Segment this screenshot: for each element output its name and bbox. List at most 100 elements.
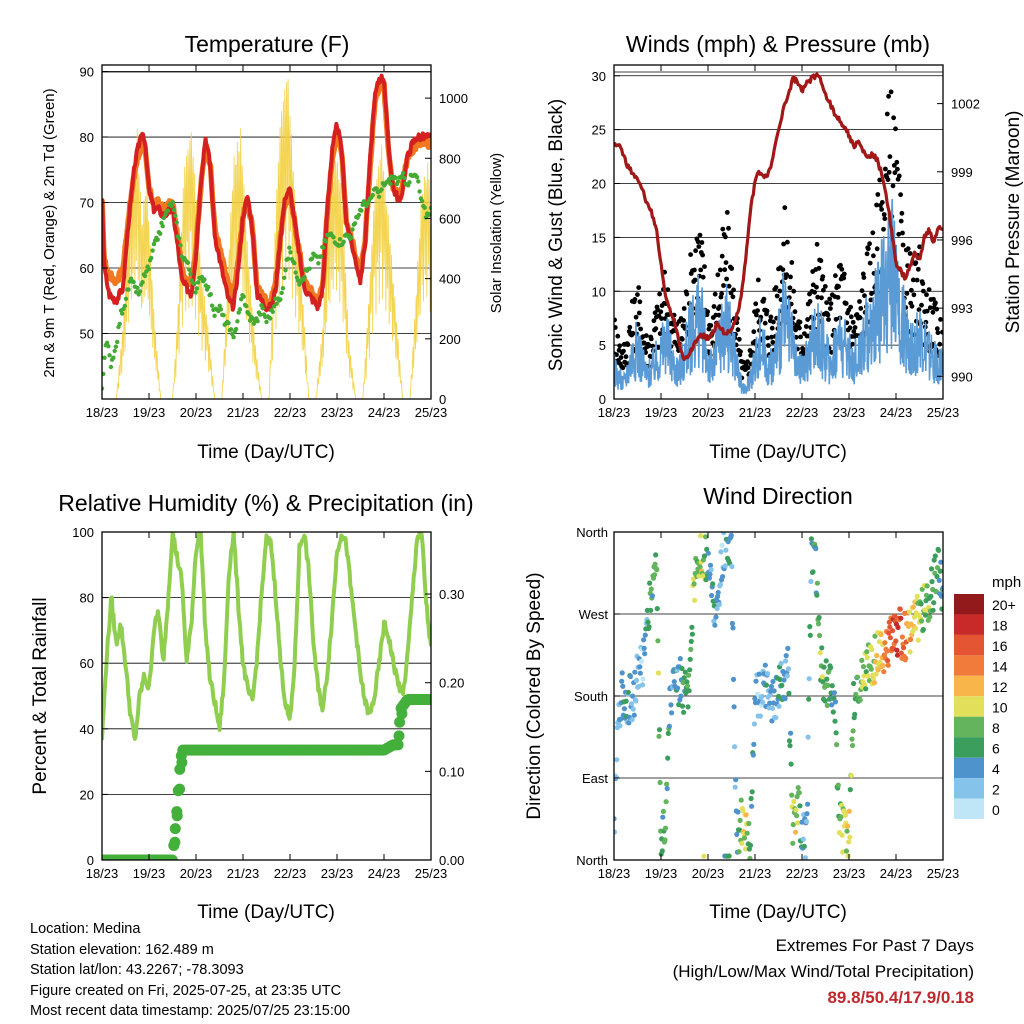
direction-point: [922, 612, 929, 618]
gust-point: [824, 300, 829, 305]
dewpoint-point: [414, 175, 420, 180]
dewpoint-point: [192, 281, 197, 286]
gust-point: [745, 359, 750, 364]
y-tick-label: 60: [80, 656, 94, 671]
direction-point: [730, 676, 737, 683]
dewpoint-point: [255, 318, 260, 324]
humidity-right-ticks: 0.00 0.10 0.20 0.30: [425, 587, 464, 868]
humidity-ylabel: Percent & Total Rainfall: [30, 597, 51, 794]
x-tick-label: 21/23: [739, 405, 772, 420]
direction-point: [873, 671, 879, 677]
direction-point: [687, 667, 693, 673]
dewpoint-point: [231, 335, 236, 340]
direction-point: [824, 702, 830, 709]
gust-point: [717, 267, 723, 273]
direction-point: [681, 709, 687, 715]
direction-point: [677, 656, 683, 662]
direction-point: [908, 636, 914, 643]
y-tick-label: West: [579, 607, 609, 622]
gust-point: [900, 230, 905, 236]
direction-point: [783, 658, 789, 664]
direction-point: [862, 682, 868, 688]
dewpoint-point: [161, 215, 167, 221]
dewpoint-point: [419, 198, 425, 204]
gust-point: [874, 246, 880, 252]
direction-point: [924, 583, 930, 589]
precip-point: [176, 757, 188, 768]
dewpoint-point: [151, 241, 157, 247]
direction-point: [938, 559, 943, 565]
gust-point: [722, 267, 728, 273]
colorbar-label: 8: [992, 720, 1000, 736]
gust-point: [826, 317, 831, 322]
colorbar-swatch: [954, 778, 984, 799]
humidity-line: [102, 532, 431, 741]
gust-point: [827, 296, 833, 302]
gust-point: [762, 320, 768, 326]
direction-point: [664, 785, 670, 792]
direction-point: [903, 655, 909, 661]
direction-point: [662, 837, 668, 843]
dewpoint-point: [331, 235, 336, 240]
direction-point: [632, 669, 638, 675]
dewpoint-point: [316, 261, 321, 266]
direction-point: [645, 619, 651, 625]
dewpoint-point: [416, 179, 421, 184]
gust-point: [777, 288, 783, 294]
direction-point: [796, 790, 802, 796]
gust-point: [825, 312, 831, 318]
x-tick-label: 25/23: [415, 405, 448, 420]
y-tick-label: 80: [80, 130, 94, 145]
gust-point: [900, 242, 906, 248]
direction-point: [681, 675, 687, 681]
direction-point: [817, 650, 823, 656]
winds-ylabel: Sonic Wind & Gust (Blue, Black): [546, 99, 567, 371]
gust-point: [768, 314, 774, 320]
gust-point: [867, 241, 872, 247]
direction-point: [849, 736, 855, 742]
direction-point: [869, 646, 875, 653]
gust-point: [793, 334, 799, 340]
direction-point: [779, 682, 785, 689]
direction-title: Wind Direction: [703, 483, 853, 509]
humidity-panel: Relative Humidity (%) & Precipitation (i…: [30, 490, 474, 923]
direction-point: [913, 625, 919, 631]
direction-point: [620, 683, 626, 689]
winds-right-ticks: 990 993 996 999 1002: [937, 97, 980, 384]
gust-point: [839, 266, 845, 272]
direction-point: [733, 777, 739, 783]
gust-point: [915, 266, 921, 272]
direction-point: [934, 573, 940, 580]
colorbar-swatch: [954, 757, 984, 779]
direction-point: [743, 846, 749, 852]
direction-point: [900, 645, 907, 651]
direction-point: [819, 645, 825, 651]
direction-point: [833, 730, 839, 736]
dewpoint-point: [122, 303, 128, 309]
gust-point: [899, 210, 905, 216]
direction-point: [623, 698, 629, 704]
dewpoint-point: [379, 187, 384, 192]
y2-tick-label: 0.30: [439, 587, 464, 602]
direction-point: [744, 830, 750, 836]
direction-point: [778, 660, 784, 667]
gust-point: [705, 309, 710, 315]
gust-point: [886, 169, 892, 175]
y-tick-label: North: [576, 525, 608, 540]
gust-point: [819, 295, 824, 301]
direction-point: [637, 670, 643, 676]
winds-xlabel: Time (Day/UTC): [709, 442, 847, 463]
dewpoint-point: [174, 220, 179, 225]
direction-point: [786, 738, 793, 744]
x-tick-label: 24/23: [368, 866, 401, 881]
gust-point: [658, 309, 664, 315]
direction-point: [721, 532, 727, 536]
direction-point: [657, 779, 663, 786]
direction-point: [687, 656, 693, 662]
gust-point: [838, 262, 843, 268]
y-tick-label: 15: [592, 230, 606, 245]
direction-point: [732, 784, 738, 790]
direction-point: [708, 567, 714, 573]
dewpoint-point: [106, 344, 111, 349]
direction-point: [743, 812, 749, 818]
